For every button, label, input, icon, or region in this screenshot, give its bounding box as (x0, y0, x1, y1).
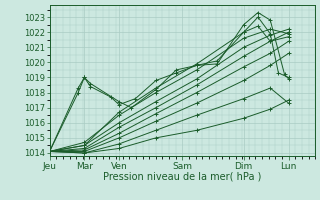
X-axis label: Pression niveau de la mer( hPa ): Pression niveau de la mer( hPa ) (103, 172, 261, 182)
